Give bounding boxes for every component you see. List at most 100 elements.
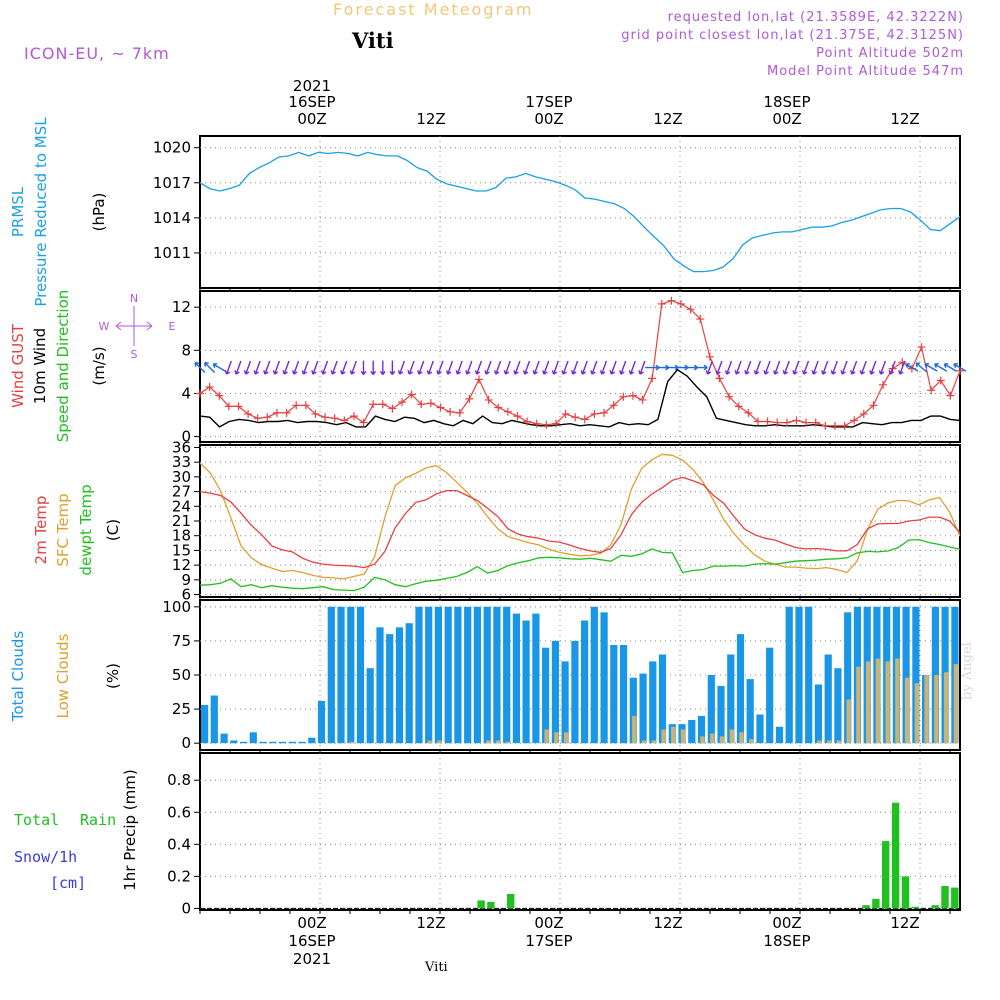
top-time-label-3: 12Z: [653, 110, 683, 128]
wind-arrow-53: [705, 360, 713, 375]
compass-n: N: [130, 292, 138, 305]
wind-arrow-27: [455, 360, 463, 375]
gust-marker-19: [378, 400, 387, 409]
top-time-label-1: 12Z: [416, 110, 446, 128]
gust-marker-12: [311, 409, 320, 418]
requested-coordinates: requested lon,lat (21.3589E, 42.3222N): [667, 10, 964, 25]
model-label: ICON-EU, ~ 7km: [24, 44, 170, 63]
low-cloud-bar-69: [875, 658, 881, 744]
gust-marker-36: [542, 420, 551, 429]
low-cloud-bar-47: [661, 729, 666, 744]
wind-arrow-6: [253, 360, 261, 375]
gust-marker-58: [753, 417, 762, 426]
gust-marker-77: [936, 376, 945, 385]
rain-bar-74: [931, 905, 939, 909]
low-cloud-bar-31: [505, 741, 510, 744]
wind-arrow-67: [840, 360, 848, 375]
wind-label: 10m Wind: [31, 328, 49, 404]
wind-arrow-74: [905, 363, 919, 372]
total-cloud-bar-26: [454, 606, 462, 744]
total-cloud-bar-53: [717, 685, 725, 744]
gust-marker-35: [532, 419, 541, 428]
wind-arrow-76: [924, 363, 938, 372]
gust-marker-28: [465, 394, 474, 403]
low-cloud-bar-30: [495, 740, 501, 744]
wind-arrow-3: [224, 360, 232, 375]
wind-arrow-34: [522, 360, 531, 375]
low-cloud-bar-72: [904, 677, 910, 744]
wind-arrow-19: [379, 360, 386, 376]
gust-marker-75: [917, 343, 926, 352]
total-cloud-bar-1: [210, 695, 218, 744]
gust-marker-11: [301, 401, 310, 410]
wind-arrow-18: [370, 360, 377, 376]
gust-marker-5: [244, 409, 253, 418]
total-cloud-bar-55: [736, 634, 745, 744]
total-cloud-bar-46: [649, 661, 657, 744]
gust-marker-76: [927, 386, 936, 395]
wind-arrow-37: [551, 360, 559, 375]
gust-marker-7: [263, 413, 272, 422]
bottom-time-label-4: 00Z: [772, 914, 802, 932]
low-cloud-bar-44: [632, 715, 637, 744]
total-cloud-bar-34: [532, 613, 540, 744]
total-cloud-bar-10: [298, 741, 306, 744]
gust-marker-29: [474, 375, 483, 384]
dewpt-line: [199, 538, 961, 592]
total-cloud-bar-51: [697, 715, 706, 744]
total-cloud-bar-29: [483, 606, 491, 744]
ytick-label-pressure-2: 1017: [153, 174, 191, 192]
wind-arrow-54: [715, 360, 723, 375]
pressure-label-prmsl: PRMSL: [9, 186, 27, 237]
total-cloud-bar-24: [434, 606, 442, 744]
total-cloud-bar-54: [727, 654, 735, 744]
sfc-temp-line: [199, 453, 961, 580]
low-cloud-bar-36: [554, 732, 559, 744]
gust-marker-2: [215, 391, 224, 400]
total-cloud-bar-43: [620, 645, 628, 744]
bottom-time-label-0: 00Z: [297, 914, 327, 932]
total-cloud-bar-11: [308, 737, 316, 744]
gust-marker-44: [619, 392, 628, 401]
low-clouds-label: Low Clouds: [54, 633, 72, 718]
wind-arrow-61: [782, 360, 790, 375]
top-date-label-17sep: 17SEP: [525, 93, 573, 111]
panel-frame-pressure: [199, 135, 961, 289]
wind-arrow-72: [888, 360, 896, 375]
total-cloud-bar-37: [561, 661, 569, 744]
model-point-altitude: Model Point Altitude 547m: [767, 64, 964, 79]
ytick-label-precip-4: 0.8: [167, 771, 191, 789]
total-cloud-bar-47: [658, 654, 667, 744]
gust-marker-33: [513, 412, 522, 421]
ytick-label-temperature-9: 33: [172, 453, 191, 471]
total-cloud-bar-57: [756, 714, 764, 744]
wind-arrow-44: [619, 360, 627, 375]
gust-marker-78: [946, 391, 955, 400]
ytick-label-precip-3: 0.6: [167, 803, 191, 821]
wind-arrow-2: [212, 363, 226, 372]
total-cloud-bar-12: [317, 700, 326, 744]
gust-marker-41: [590, 409, 599, 418]
ytick-label-temperature-8: 30: [172, 468, 191, 486]
bottom-year-label: 2021: [292, 950, 332, 968]
gust-marker-48: [657, 299, 666, 308]
wind-arrow-13: [320, 360, 329, 375]
credit-label: by Angel: [960, 642, 975, 700]
ytick-label-precip-1: 0.2: [167, 867, 191, 885]
total-cloud-bar-5: [249, 732, 257, 744]
pressure-label-msl: Pressure Reduced to MSL: [32, 117, 50, 307]
bottom-time-label-3: 12Z: [653, 914, 683, 932]
precip-unit-label: 1hr Precip (mm): [121, 769, 139, 890]
gust-marker-16: [349, 412, 358, 421]
gust-marker-6: [253, 414, 262, 423]
gust-marker-8: [272, 408, 281, 417]
wind-arrow-24: [426, 360, 434, 375]
gust-marker-60: [773, 418, 782, 427]
gust-marker-42: [600, 408, 609, 417]
gust-marker-70: [869, 401, 878, 410]
total-cloud-bar-50: [688, 720, 696, 744]
total-cloud-bar-17: [366, 668, 374, 744]
gust-marker-26: [446, 407, 455, 416]
ytick-label-wind-0: 0: [181, 428, 191, 446]
gust-marker-63: [802, 418, 811, 427]
